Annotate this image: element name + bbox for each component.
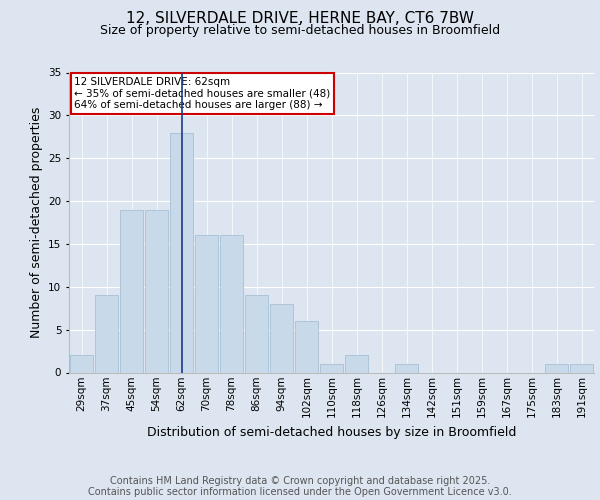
Y-axis label: Number of semi-detached properties: Number of semi-detached properties [29,107,43,338]
Bar [395,364,418,372]
Bar [70,356,94,372]
Text: 12, SILVERDALE DRIVE, HERNE BAY, CT6 7BW: 12, SILVERDALE DRIVE, HERNE BAY, CT6 7BW [126,11,474,26]
Bar [295,321,319,372]
Bar [269,304,293,372]
Bar [545,364,568,372]
Bar [194,236,218,372]
Bar [95,296,118,372]
Bar [320,364,343,372]
Text: 12 SILVERDALE DRIVE: 62sqm
← 35% of semi-detached houses are smaller (48)
64% of: 12 SILVERDALE DRIVE: 62sqm ← 35% of semi… [74,77,331,110]
Bar [344,356,368,372]
Bar [220,236,244,372]
Text: Contains HM Land Registry data © Crown copyright and database right 2025.: Contains HM Land Registry data © Crown c… [110,476,490,486]
Text: Contains public sector information licensed under the Open Government Licence v3: Contains public sector information licen… [88,487,512,497]
X-axis label: Distribution of semi-detached houses by size in Broomfield: Distribution of semi-detached houses by … [147,426,516,438]
Text: Size of property relative to semi-detached houses in Broomfield: Size of property relative to semi-detach… [100,24,500,37]
Bar [245,296,268,372]
Bar [119,210,143,372]
Bar [145,210,169,372]
Bar [170,132,193,372]
Bar [569,364,593,372]
